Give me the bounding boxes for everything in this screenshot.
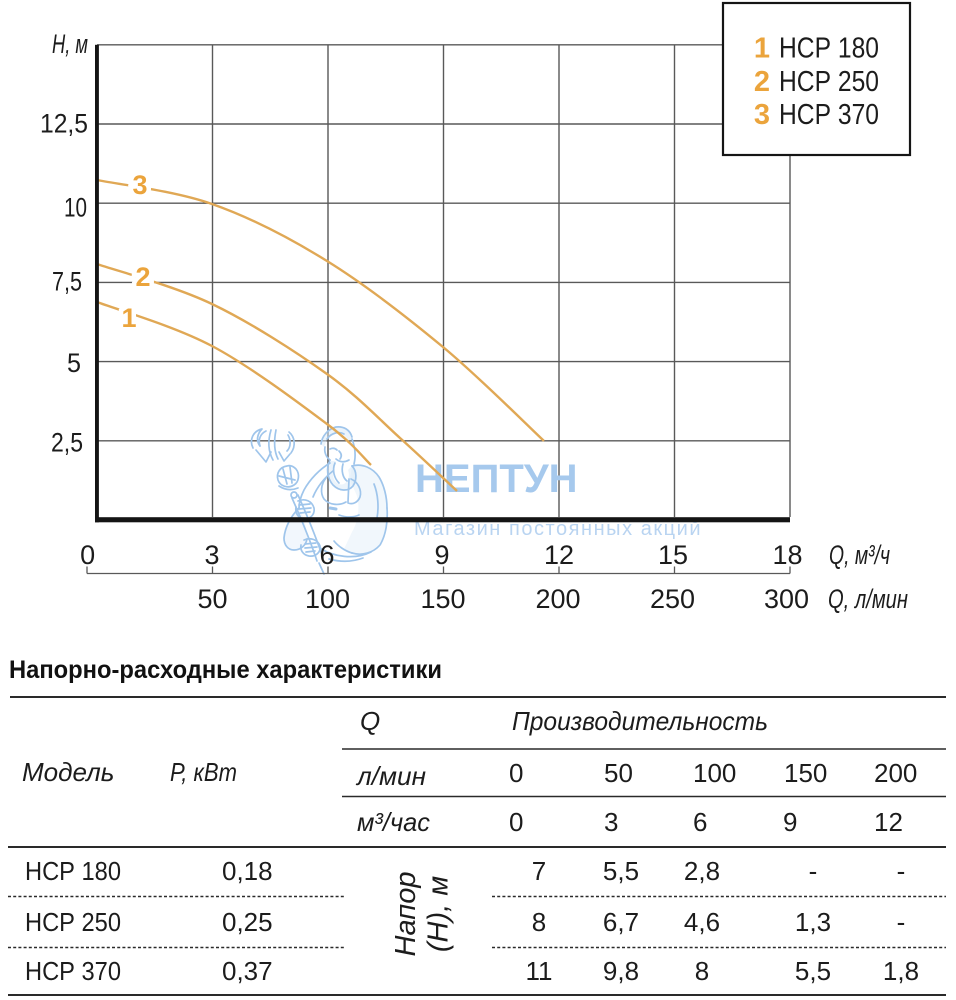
- svg-text:8: 8: [532, 907, 546, 937]
- svg-text:1,8: 1,8: [883, 956, 919, 986]
- svg-text:12,5: 12,5: [40, 109, 88, 139]
- svg-text:250: 250: [650, 584, 695, 614]
- svg-text:12: 12: [874, 807, 903, 837]
- svg-text:0: 0: [80, 540, 95, 570]
- svg-text:200: 200: [874, 758, 917, 788]
- svg-text:15: 15: [658, 540, 688, 570]
- svg-text:0: 0: [509, 758, 523, 788]
- svg-text:1: 1: [121, 303, 136, 333]
- svg-text:НСР 370: НСР 370: [779, 99, 879, 131]
- svg-text:6: 6: [693, 807, 707, 837]
- svg-text:Q: Q: [360, 706, 380, 736]
- svg-text:Модель: Модель: [22, 757, 114, 787]
- svg-text:200: 200: [535, 584, 580, 614]
- svg-text:2,8: 2,8: [684, 856, 720, 886]
- svg-text:2: 2: [135, 262, 150, 292]
- svg-text:3: 3: [204, 540, 219, 570]
- svg-text:НСР 180: НСР 180: [25, 856, 121, 886]
- svg-text:150: 150: [784, 758, 827, 788]
- svg-text:Q, л/мин: Q, л/мин: [828, 584, 908, 614]
- svg-text:12: 12: [544, 540, 574, 570]
- svg-text:9: 9: [783, 807, 797, 837]
- svg-text:Напорно-расходные характеристи: Напорно-расходные характеристики: [9, 656, 442, 684]
- svg-text:100: 100: [305, 584, 350, 614]
- svg-text:5,5: 5,5: [795, 956, 831, 986]
- svg-text:2,5: 2,5: [51, 428, 83, 458]
- svg-text:6: 6: [319, 540, 334, 570]
- svg-text:0,37: 0,37: [222, 956, 273, 986]
- svg-text:300: 300: [764, 584, 809, 614]
- svg-text:1,3: 1,3: [795, 907, 831, 937]
- svg-text:5,5: 5,5: [603, 856, 639, 886]
- svg-text:Н, м: Н, м: [52, 29, 88, 59]
- svg-text:8: 8: [695, 956, 709, 986]
- svg-text:НСР 370: НСР 370: [25, 956, 121, 986]
- svg-text:Магазин постоянных акций: Магазин постоянных акций: [414, 518, 701, 540]
- svg-text:7: 7: [532, 856, 546, 886]
- svg-text:9,8: 9,8: [603, 956, 639, 986]
- svg-text:НСР 180: НСР 180: [779, 33, 879, 65]
- svg-text:0: 0: [509, 807, 523, 837]
- svg-text:л/мин: л/мин: [355, 761, 426, 791]
- svg-text:18: 18: [772, 540, 802, 570]
- svg-text:5: 5: [67, 348, 81, 378]
- svg-text:НСР 250: НСР 250: [779, 66, 879, 98]
- svg-text:3: 3: [132, 170, 147, 200]
- svg-text:50: 50: [197, 584, 227, 614]
- svg-text:150: 150: [420, 584, 465, 614]
- svg-text:0,25: 0,25: [222, 907, 273, 937]
- svg-text:НЕПТУН: НЕПТУН: [415, 457, 578, 501]
- svg-text:-: -: [897, 856, 906, 886]
- svg-text:7,5: 7,5: [52, 267, 82, 297]
- svg-text:Напор: Напор: [390, 872, 422, 957]
- svg-text:2: 2: [754, 66, 770, 98]
- svg-text:0,18: 0,18: [222, 856, 273, 886]
- svg-text:3: 3: [604, 807, 618, 837]
- svg-text:(Н), м: (Н), м: [423, 876, 455, 952]
- svg-text:-: -: [809, 856, 818, 886]
- svg-text:4,6: 4,6: [684, 907, 720, 937]
- svg-text:НСР 250: НСР 250: [25, 907, 121, 937]
- svg-text:Q, м³/ч: Q, м³/ч: [829, 540, 890, 570]
- svg-text:11: 11: [526, 956, 553, 986]
- svg-text:50: 50: [604, 758, 633, 788]
- svg-text:м³/час: м³/час: [357, 807, 430, 837]
- svg-text:10: 10: [64, 193, 87, 223]
- svg-text:6,7: 6,7: [603, 907, 639, 937]
- svg-text:1: 1: [754, 33, 770, 65]
- svg-text:100: 100: [693, 758, 736, 788]
- svg-text:-: -: [897, 907, 906, 937]
- svg-text:9: 9: [434, 540, 449, 570]
- svg-text:Производительность: Производительность: [512, 706, 768, 736]
- svg-text:3: 3: [754, 99, 770, 131]
- svg-text:Р, кВт: Р, кВт: [170, 757, 237, 787]
